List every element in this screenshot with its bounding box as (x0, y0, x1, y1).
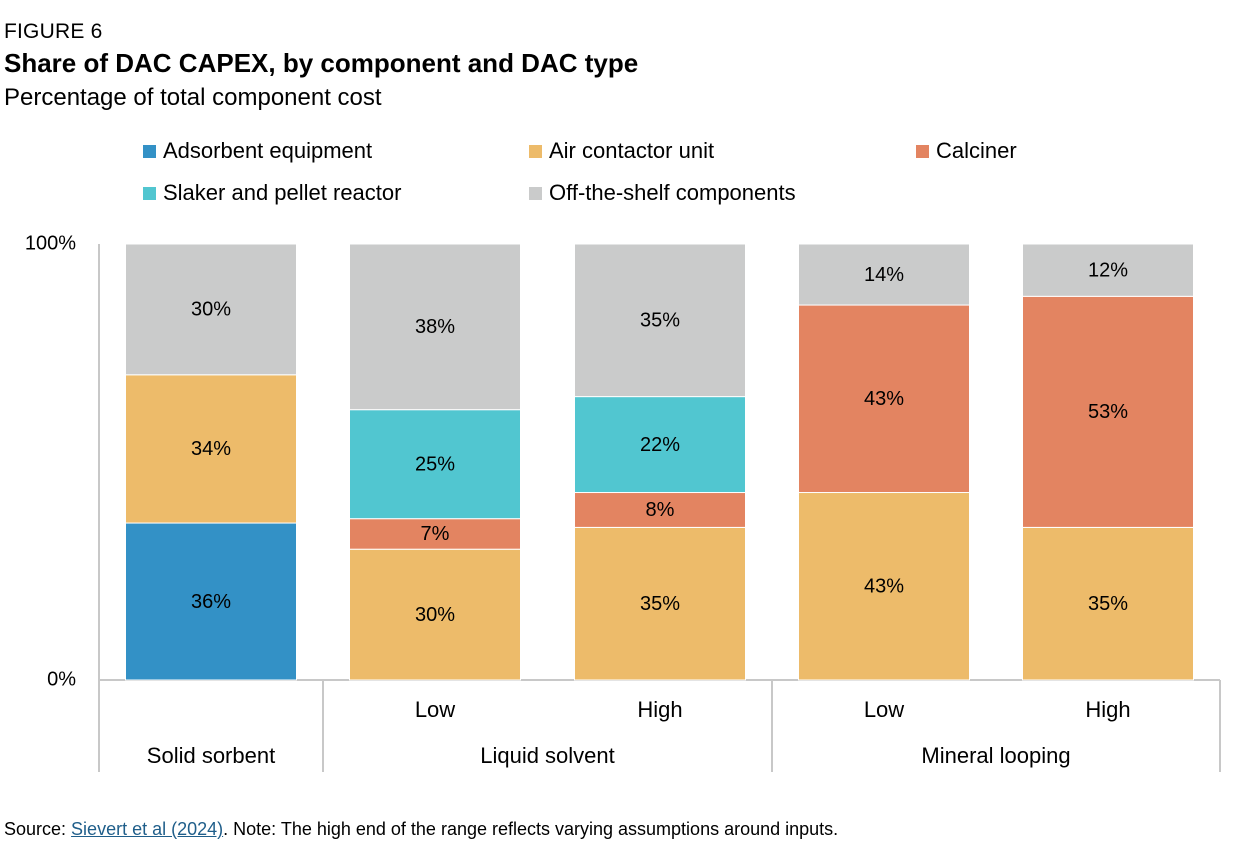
y-tick-label: 100% (25, 232, 76, 254)
stacked-bar-chart: 100% 0% 36% 34% 30% 30% 7% 25% 38% Low 35% 8% 22% 35%… (25, 232, 1221, 772)
bar-segment (798, 304, 970, 494)
y-tick-label: 0% (47, 668, 76, 690)
bar-segment (125, 374, 297, 524)
bar-segment (349, 518, 521, 550)
data-label: 35% (640, 593, 680, 615)
figure-label: FIGURE 6 (4, 20, 103, 43)
bar-segment (349, 409, 521, 520)
bar-segment (125, 243, 297, 376)
data-label: 43% (864, 388, 904, 410)
data-label: 14% (864, 264, 904, 286)
x-group-label: Mineral looping (921, 743, 1070, 768)
x-sublabel: High (1085, 697, 1130, 722)
x-group-label: Liquid solvent (480, 743, 615, 768)
source-link[interactable]: Sievert et al (2024) (71, 819, 224, 839)
bar-segment (798, 492, 970, 681)
x-sublabel: High (637, 697, 682, 722)
data-label: 30% (415, 604, 455, 626)
data-label: 38% (415, 316, 455, 338)
x-sublabel: Low (415, 697, 455, 722)
bar-segment (349, 243, 521, 411)
data-label: 35% (640, 310, 680, 332)
bar-segment (1022, 243, 1194, 297)
source-note: Source: Sievert et al (2024). Note: The … (4, 819, 838, 840)
chart-title: Share of DAC CAPEX, by component and DAC… (4, 48, 639, 78)
source-suffix: . Note: The high end of the range reflec… (223, 819, 839, 839)
data-label: 22% (640, 434, 680, 456)
bar-segment (349, 548, 521, 681)
data-label: 34% (191, 438, 231, 460)
data-label: 36% (191, 591, 231, 613)
data-label: 25% (415, 453, 455, 475)
bar-segment (1022, 526, 1194, 681)
bar-segment (574, 243, 746, 398)
bar-segment (798, 243, 970, 306)
chart-subtitle: Percentage of total component cost (4, 84, 382, 111)
bar-segment (574, 526, 746, 681)
data-label: 8% (646, 499, 675, 521)
x-group-label: Solid sorbent (147, 743, 275, 768)
bar-segment (1022, 295, 1194, 528)
x-sublabel: Low (864, 697, 904, 722)
data-label: 53% (1088, 401, 1128, 423)
data-label: 35% (1088, 593, 1128, 615)
data-label: 12% (1088, 259, 1128, 281)
data-label: 7% (421, 523, 450, 545)
bar-segment (574, 396, 746, 494)
bar-segment (125, 522, 297, 681)
bar-segment (574, 492, 746, 528)
source-prefix: Source: (4, 819, 72, 839)
data-label: 30% (191, 299, 231, 321)
data-label: 43% (864, 576, 904, 598)
